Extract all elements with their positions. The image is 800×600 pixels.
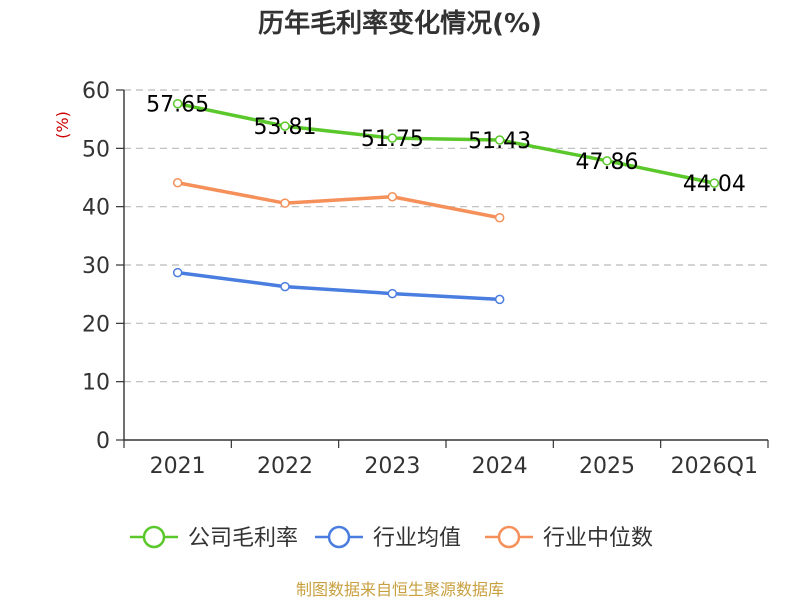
legend-label: 行业中位数	[543, 526, 653, 551]
y-tick-label: 10	[82, 371, 110, 396]
data-point	[602, 156, 612, 166]
x-tick-label: 2022	[257, 454, 313, 479]
x-tick-label: 2023	[364, 454, 420, 479]
data-point	[494, 294, 505, 305]
series-line	[175, 181, 502, 220]
data-label: 53.81	[254, 115, 317, 140]
data-point	[709, 178, 720, 188]
data-label: 47.86	[576, 150, 639, 175]
chart-title: 历年毛利率变化情况(%)	[258, 8, 542, 39]
axes: 0 10 20 30 40 50 60 2021 2022 2023 2024 2025 2026Q1	[82, 79, 769, 479]
y-axis-unit: (%)	[53, 111, 72, 139]
data-point	[494, 213, 505, 223]
data-label: 44.04	[683, 172, 746, 197]
data-labels: 57.65 53.81 51.75 51.43 47.86 44.04	[146, 93, 746, 197]
series-lines	[172, 98, 720, 305]
legend-marker	[142, 525, 166, 549]
grid-lines	[124, 89, 768, 383]
data-label: 51.75	[361, 127, 424, 152]
data-point	[387, 288, 398, 299]
data-point	[172, 178, 183, 188]
source-note: 制图数据来自恒生聚源数据库	[296, 580, 504, 599]
data-point	[387, 192, 398, 202]
legend-marker	[497, 525, 521, 549]
y-tick-label: 30	[82, 254, 110, 279]
y-tick-label: 60	[82, 79, 110, 104]
data-point	[280, 198, 290, 208]
data-point	[494, 135, 505, 145]
data-label: 57.65	[146, 93, 209, 118]
x-tick-label: 2021	[150, 454, 206, 479]
y-tick-label: 40	[82, 196, 110, 221]
data-point	[172, 98, 183, 109]
legend: 公司毛利率 行业均值 行业中位数	[130, 525, 653, 551]
legend-label: 行业均值	[373, 526, 461, 551]
legend-label: 公司毛利率	[188, 526, 298, 551]
data-point	[280, 281, 290, 292]
y-tick-label: 50	[82, 137, 110, 162]
data-point	[387, 133, 398, 143]
data-point	[280, 121, 290, 131]
y-tick-label: 0	[96, 429, 110, 454]
data-point	[172, 267, 183, 278]
x-tick-label: 2026Q1	[671, 454, 758, 479]
series-line	[175, 101, 717, 185]
series-line	[175, 270, 502, 302]
x-tick-label: 2024	[472, 454, 528, 479]
y-tick-label: 20	[82, 312, 110, 337]
x-tick-label: 2025	[579, 454, 635, 479]
legend-marker	[327, 525, 351, 549]
data-label: 51.43	[468, 129, 531, 154]
